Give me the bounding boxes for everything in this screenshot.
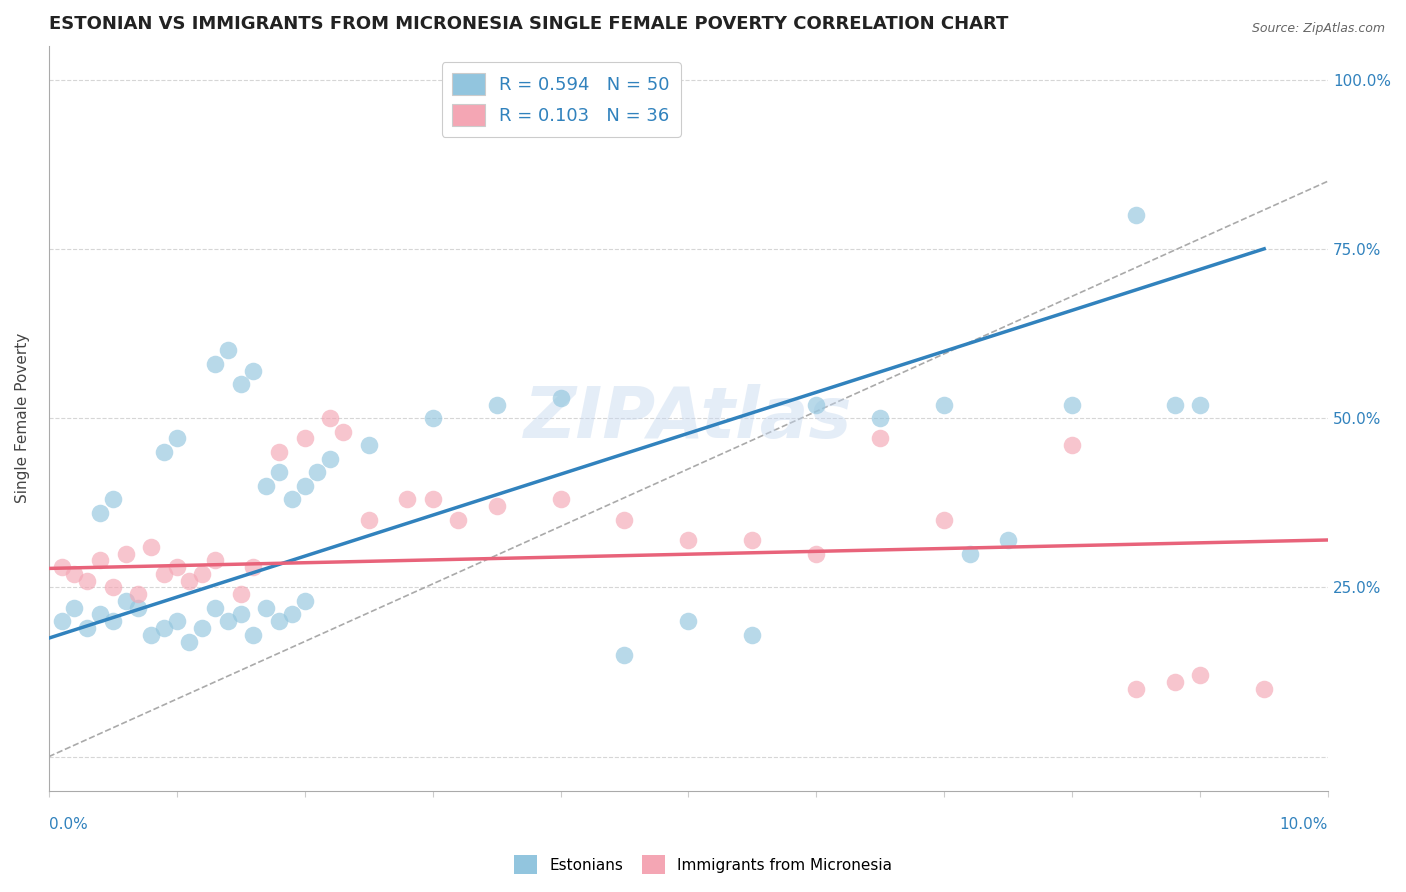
Point	[153, 566, 176, 581]
Point	[267, 614, 290, 628]
Point	[934, 398, 956, 412]
Point	[254, 479, 277, 493]
Point	[395, 492, 418, 507]
Point	[307, 465, 329, 479]
Point	[89, 553, 111, 567]
Point	[281, 492, 304, 507]
Point	[204, 357, 226, 371]
Point	[179, 634, 201, 648]
Point	[319, 411, 342, 425]
Point	[1125, 681, 1147, 696]
Text: ESTONIAN VS IMMIGRANTS FROM MICRONESIA SINGLE FEMALE POVERTY CORRELATION CHART: ESTONIAN VS IMMIGRANTS FROM MICRONESIA S…	[49, 15, 1008, 33]
Point	[959, 547, 981, 561]
Point	[127, 600, 149, 615]
Point	[294, 431, 316, 445]
Point	[281, 607, 304, 622]
Text: Source: ZipAtlas.com: Source: ZipAtlas.com	[1251, 22, 1385, 36]
Point	[422, 492, 444, 507]
Point	[678, 614, 700, 628]
Point	[485, 398, 508, 412]
Point	[267, 465, 290, 479]
Point	[153, 445, 176, 459]
Point	[1163, 675, 1185, 690]
Point	[229, 587, 252, 601]
Text: 0.0%: 0.0%	[49, 817, 87, 832]
Point	[63, 566, 86, 581]
Point	[485, 499, 508, 513]
Point	[357, 438, 380, 452]
Point	[166, 431, 188, 445]
Point	[1253, 681, 1275, 696]
Point	[741, 533, 763, 547]
Point	[204, 553, 226, 567]
Point	[51, 560, 73, 574]
Point	[869, 411, 891, 425]
Point	[422, 411, 444, 425]
Y-axis label: Single Female Poverty: Single Female Poverty	[15, 333, 30, 503]
Point	[242, 628, 264, 642]
Point	[101, 614, 124, 628]
Point	[254, 600, 277, 615]
Point	[741, 628, 763, 642]
Point	[89, 607, 111, 622]
Point	[294, 479, 316, 493]
Point	[179, 574, 201, 588]
Point	[242, 560, 264, 574]
Point	[934, 513, 956, 527]
Point	[51, 614, 73, 628]
Point	[217, 343, 239, 358]
Point	[114, 547, 136, 561]
Point	[191, 621, 214, 635]
Point	[1125, 208, 1147, 222]
Point	[1189, 668, 1212, 682]
Point	[204, 600, 226, 615]
Point	[139, 540, 162, 554]
Point	[1062, 398, 1084, 412]
Point	[101, 492, 124, 507]
Point	[1163, 398, 1185, 412]
Point	[613, 648, 636, 662]
Point	[127, 587, 149, 601]
Point	[217, 614, 239, 628]
Point	[63, 600, 86, 615]
Point	[997, 533, 1019, 547]
Point	[550, 492, 572, 507]
Point	[242, 364, 264, 378]
Point	[806, 398, 828, 412]
Text: ZIPAtlas: ZIPAtlas	[524, 384, 852, 452]
Point	[806, 547, 828, 561]
Point	[1189, 398, 1212, 412]
Point	[76, 621, 98, 635]
Legend: R = 0.594   N = 50, R = 0.103   N = 36: R = 0.594 N = 50, R = 0.103 N = 36	[441, 62, 681, 136]
Point	[89, 506, 111, 520]
Point	[678, 533, 700, 547]
Point	[332, 425, 354, 439]
Point	[267, 445, 290, 459]
Point	[114, 594, 136, 608]
Point	[319, 451, 342, 466]
Point	[166, 560, 188, 574]
Legend: Estonians, Immigrants from Micronesia: Estonians, Immigrants from Micronesia	[508, 849, 898, 880]
Point	[550, 391, 572, 405]
Point	[139, 628, 162, 642]
Point	[613, 513, 636, 527]
Point	[294, 594, 316, 608]
Point	[357, 513, 380, 527]
Point	[153, 621, 176, 635]
Point	[76, 574, 98, 588]
Point	[229, 377, 252, 392]
Point	[101, 580, 124, 594]
Point	[229, 607, 252, 622]
Point	[191, 566, 214, 581]
Point	[166, 614, 188, 628]
Point	[447, 513, 470, 527]
Point	[869, 431, 891, 445]
Point	[1062, 438, 1084, 452]
Text: 10.0%: 10.0%	[1279, 817, 1329, 832]
